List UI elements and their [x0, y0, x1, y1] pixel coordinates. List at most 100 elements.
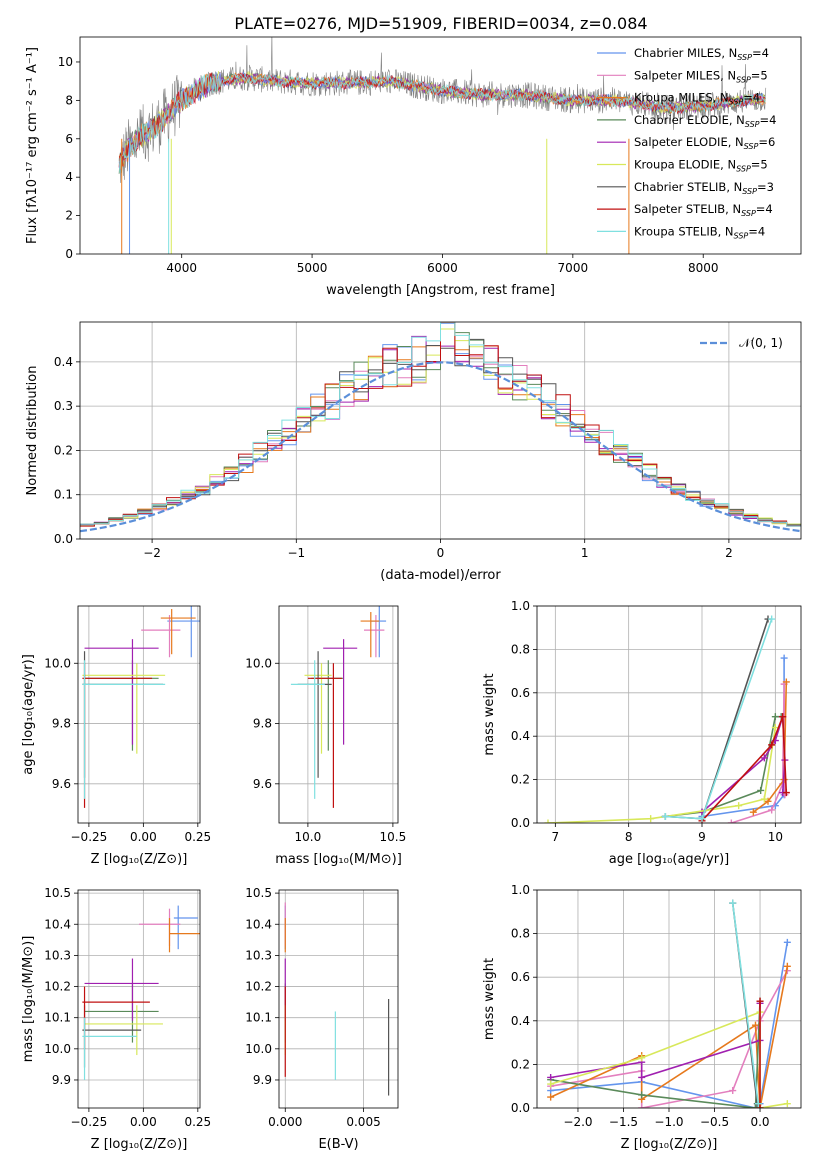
x-axis-label: (data-model)/error: [380, 568, 501, 583]
y-tick-label: 9.9: [52, 1073, 71, 1087]
legend-entry: 𝒩(0, 1): [739, 336, 783, 350]
x-tick-label: 0.00: [130, 1115, 157, 1129]
axes-residuals: −2 −1 0 1 2 0.0 0.1 0.2 0.3 0.4 (data-model)/error…: [25, 321, 802, 583]
y-tick-label: 0.3: [54, 399, 73, 413]
y-tick-label: 9.6: [52, 777, 71, 791]
y-tick-label: 10.5: [245, 886, 272, 900]
y-tick-label: 10.0: [245, 1042, 272, 1056]
x-tick-label: −1.0: [654, 1115, 683, 1129]
figure-title: PLATE=0276, MJD=51909, FIBERID=0034, z=0…: [234, 14, 647, 33]
y-tick-label: 0: [65, 247, 73, 261]
mass-weight-point: [749, 808, 757, 816]
y-tick-label: 0.8: [511, 927, 530, 941]
mass-weight-line: [752, 681, 788, 813]
y-tick-label: 0.2: [54, 443, 73, 457]
axes-frame: [278, 889, 399, 1109]
y-tick-label: 10.4: [44, 917, 71, 931]
mass-weight-line: [547, 727, 777, 823]
x-tick-label: 10.5: [380, 830, 407, 844]
y-tick-label: 9.6: [253, 777, 272, 791]
mass-weight-line: [550, 970, 789, 1108]
axes-frame: [79, 36, 802, 255]
y-tick-label: 0.4: [511, 1014, 530, 1028]
mass-weight-point: [782, 678, 790, 686]
x-tick-label: 9: [698, 830, 706, 844]
mass-weight-point: [757, 786, 765, 794]
x-tick-label: 8000: [688, 261, 719, 275]
mass-weight-point: [547, 1093, 555, 1101]
mass-weight-line: [550, 1001, 761, 1108]
y-tick-label: 0.6: [511, 970, 530, 984]
x-axis-label: wavelength [Angstrom, rest frame]: [326, 283, 555, 298]
x-axis-label: Z [log₁₀(Z/Z⊙)]: [91, 1137, 188, 1152]
axes-age-vs-mass: 10.0 10.5 9.6 9.8 10.0 mass [log₁₀(M/M⊙)]: [245, 605, 407, 867]
x-tick-label: 0.25: [184, 830, 211, 844]
y-tick-label: 10.4: [245, 917, 272, 931]
y-tick-label: 0.0: [511, 816, 530, 830]
plot-area: [284, 902, 390, 1096]
y-tick-label: 9.9: [253, 1073, 272, 1087]
mass-weight-point: [782, 789, 790, 797]
mass-weight-line: [550, 942, 789, 1108]
x-tick-label: 7000: [558, 261, 589, 275]
mass-weight-point: [768, 741, 776, 749]
axes-mass-weight-vs-Z: −2.0 −1.5 −1.0 −0.5 0.0 0.0 0.2 0.4 0.6 0.8 1.0 Z […: [482, 883, 802, 1152]
normal-reference-curve: [80, 361, 801, 533]
x-tick-label: 8: [625, 830, 633, 844]
y-tick-label: 10.2: [245, 980, 272, 994]
mass-weight-point: [751, 1104, 759, 1108]
y-tick-label: 0.1: [54, 488, 73, 502]
legend-entry: Chabrier ELODIE, NSSP=4: [634, 113, 776, 129]
legend-entry: Kroupa MILES, NSSP=4: [634, 91, 760, 107]
x-tick-label: 7: [552, 830, 560, 844]
mass-weight-point: [754, 1100, 762, 1108]
mass-weight-point: [647, 815, 655, 823]
axes-mass-weight-vs-age: 7 8 9 10 0.0 0.2 0.4 0.6 0.8 1.0 age [log₁₀(age/yr…: [482, 599, 802, 867]
mass-weight-point: [661, 812, 669, 820]
y-tick-label: 4: [65, 170, 73, 184]
mass-weight-point: [760, 795, 768, 803]
mass-weight-point: [547, 1073, 555, 1081]
x-axis-label: E(B-V): [318, 1137, 358, 1152]
y-tick-label: 0.8: [511, 642, 530, 656]
plot-area: [544, 615, 790, 823]
y-tick-label: 10.5: [44, 886, 71, 900]
mass-weight-point: [768, 806, 776, 814]
mass-weight-point: [764, 797, 772, 805]
mass-weight-point: [729, 1087, 737, 1095]
axes-frame: [278, 605, 399, 824]
y-tick-label: 0.4: [511, 729, 530, 743]
mass-weight-point: [729, 899, 737, 907]
legend-entry: Chabrier STELIB, NSSP=3: [634, 180, 774, 196]
x-tick-label: 0: [437, 546, 445, 560]
x-tick-label: 2: [725, 546, 733, 560]
y-tick-label: 8: [65, 93, 73, 107]
y-tick-label: 6: [65, 132, 73, 146]
legend-entry: Kroupa STELIB, NSSP=4: [634, 224, 765, 240]
y-tick-label: 2: [65, 209, 73, 223]
y-tick-label: 10.3: [245, 948, 272, 962]
mass-weight-point: [783, 938, 791, 946]
y-tick-label: 0.6: [511, 686, 530, 700]
y-axis-label: Flux [fλ10⁻¹⁷ erg cm⁻² s⁻¹ A⁻¹]: [25, 47, 40, 244]
x-axis-label: age [log₁₀(age/yr)]: [609, 852, 730, 867]
axes-frame: [77, 605, 201, 824]
mass-weight-point: [756, 997, 764, 1005]
y-tick-label: 0.2: [511, 1057, 530, 1071]
legend: 𝒩(0, 1): [700, 336, 783, 350]
y-tick-label: 0.2: [511, 773, 530, 787]
y-axis-label: mass weight: [482, 958, 497, 1040]
y-tick-label: 1.0: [511, 883, 530, 897]
legend-entry: Kroupa ELODIE, NSSP=5: [634, 158, 768, 174]
mass-weight-point: [698, 815, 706, 823]
model-spectrum-line: [118, 72, 766, 167]
y-tick-label: 10.0: [245, 656, 272, 670]
mass-weight-point: [544, 819, 552, 823]
legend-entry: Chabrier MILES, NSSP=4: [634, 46, 769, 62]
y-tick-label: 10.0: [44, 1042, 71, 1056]
x-tick-label: 0.0: [750, 1115, 769, 1129]
x-tick-label: 1: [581, 546, 589, 560]
y-tick-label: 9.8: [253, 717, 272, 731]
y-axis-label: Normed distribution: [25, 366, 40, 496]
